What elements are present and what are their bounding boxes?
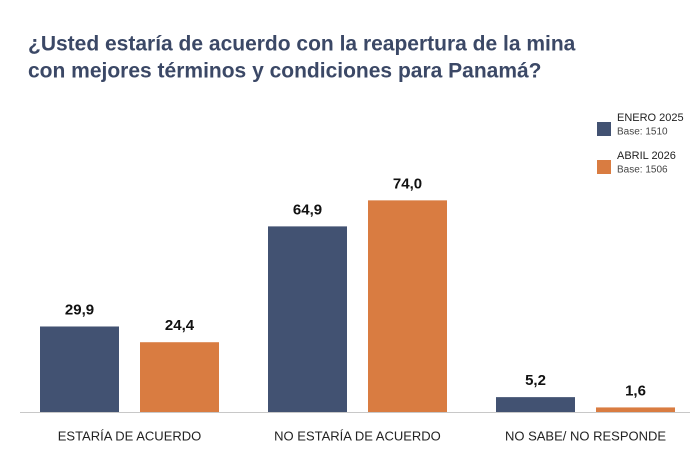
value-label: 24,4 bbox=[165, 317, 195, 334]
value-label: 29,9 bbox=[65, 301, 94, 318]
bar bbox=[496, 397, 575, 412]
value-label: 5,2 bbox=[525, 372, 546, 389]
x-tick-label: NO ESTARÍA DE ACUERDO bbox=[274, 428, 441, 443]
value-label: 74,0 bbox=[393, 175, 422, 192]
bar bbox=[596, 407, 675, 412]
value-label: 64,9 bbox=[293, 201, 322, 218]
bar bbox=[268, 226, 347, 412]
legend-label: ABRIL 2026 bbox=[617, 150, 676, 162]
legend-base: Base: 1506 bbox=[617, 165, 668, 176]
x-tick-label: NO SABE/ NO RESPONDE bbox=[505, 428, 666, 443]
legend-swatch bbox=[597, 122, 611, 136]
legend-swatch bbox=[597, 160, 611, 174]
x-tick-label: ESTARÍA DE ACUERDO bbox=[58, 428, 202, 443]
value-label: 1,6 bbox=[625, 382, 646, 399]
chart-title: con mejores términos y condiciones para … bbox=[28, 60, 542, 83]
bar bbox=[140, 342, 219, 412]
bar bbox=[368, 200, 447, 412]
legend-label: ENERO 2025 bbox=[617, 112, 684, 124]
bar bbox=[40, 326, 119, 412]
legend-base: Base: 1510 bbox=[617, 127, 668, 138]
chart-title: ¿Usted estaría de acuerdo con la reapert… bbox=[28, 33, 576, 56]
